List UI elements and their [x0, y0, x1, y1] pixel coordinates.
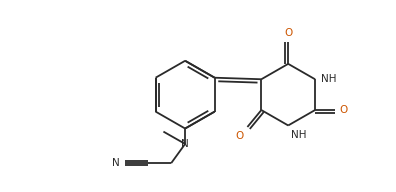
Text: O: O [235, 131, 244, 141]
Text: O: O [284, 28, 292, 38]
Text: N: N [181, 139, 189, 149]
Text: NH: NH [291, 130, 307, 140]
Text: NH: NH [321, 74, 337, 84]
Text: N: N [112, 158, 120, 168]
Text: O: O [339, 105, 347, 115]
